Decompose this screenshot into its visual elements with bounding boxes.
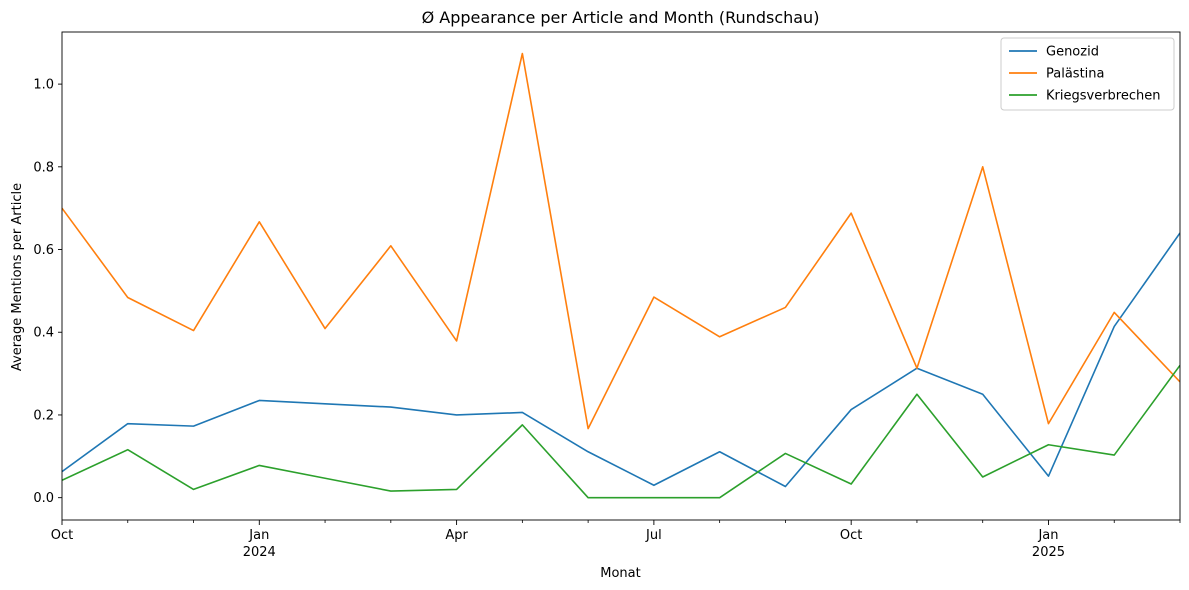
y-axis-label: Average Mentions per Article: [10, 183, 25, 371]
legend-label: Palästina: [1046, 67, 1105, 82]
x-tick-label: Apr: [445, 528, 468, 543]
x-tick-label: Oct: [840, 528, 862, 543]
y-tick-label: 1.0: [33, 78, 54, 93]
y-tick-label: 0.2: [33, 408, 54, 423]
y-tick-label: 0.6: [33, 243, 54, 258]
x-tick-year-label: 2025: [1032, 545, 1065, 560]
series-line-palästina: [62, 52, 1180, 430]
y-tick-label: 0.4: [33, 326, 54, 341]
y-tick-label: 0.0: [33, 491, 54, 506]
x-axis-label: Monat: [600, 566, 640, 581]
x-tick-label: Oct: [51, 528, 73, 543]
y-tick-label: 0.8: [33, 160, 54, 175]
legend-label: Kriegsverbrechen: [1046, 89, 1160, 104]
plot-frame: [61, 31, 1181, 521]
x-tick-year-label: 2024: [243, 545, 276, 560]
series-line-kriegsverbrechen: [62, 364, 1180, 499]
chart-title: Ø Appearance per Article and Month (Rund…: [422, 8, 820, 27]
x-tick-label: Jul: [645, 528, 662, 543]
legend-label: Genozid: [1046, 45, 1099, 60]
x-tick-label: Jan: [1037, 528, 1058, 543]
series-line-genozid: [62, 232, 1180, 488]
legend-box: [1000, 37, 1175, 111]
x-tick-label: Jan: [248, 528, 269, 543]
